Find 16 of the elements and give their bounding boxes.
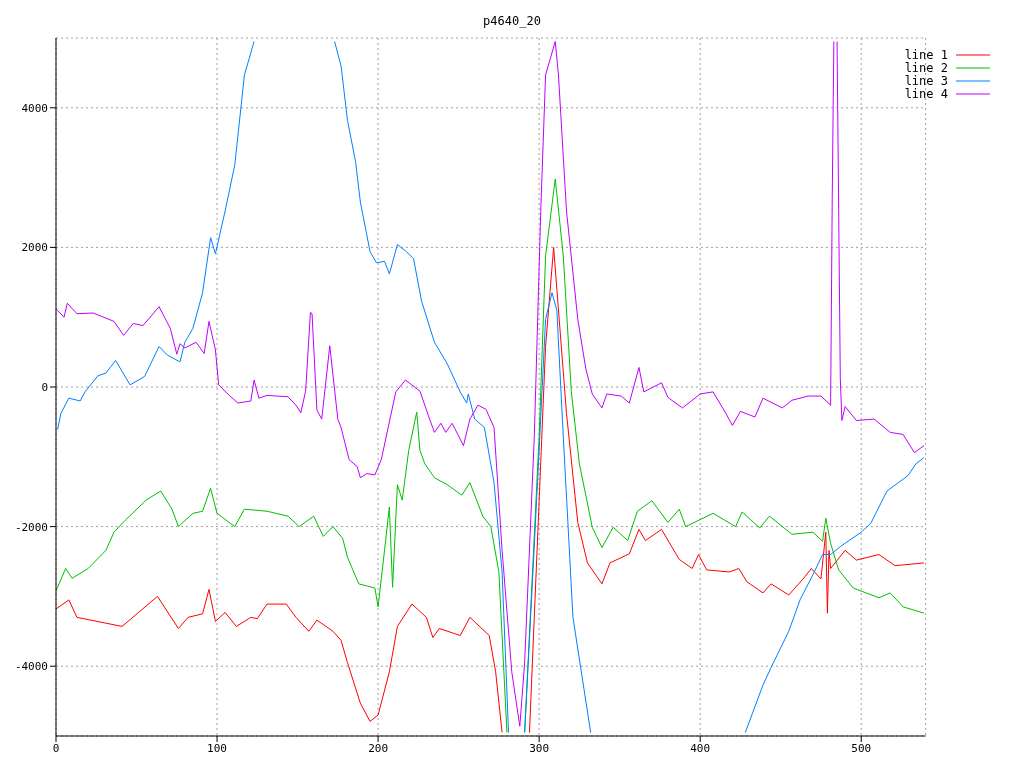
legend-label: line 1 xyxy=(904,47,948,62)
x-tick-label: 100 xyxy=(207,741,227,755)
chart-title: p4640_20 xyxy=(482,14,542,28)
y-tick-label: -2000 xyxy=(14,520,48,534)
y-tick-label: 0 xyxy=(41,380,48,394)
x-tick-label: 200 xyxy=(368,741,389,755)
x-tick-label: 300 xyxy=(529,741,550,755)
y-tick-label: 2000 xyxy=(21,241,48,255)
x-tick-label: 0 xyxy=(52,741,60,755)
x-tick-label: 500 xyxy=(851,741,872,755)
y-tick-label: 4000 xyxy=(21,101,48,115)
legend-label: line 3 xyxy=(904,73,948,88)
y-tick-label: -4000 xyxy=(14,660,48,674)
legend-label: line 2 xyxy=(904,60,948,75)
legend-label: line 4 xyxy=(904,86,948,101)
x-tick-label: 400 xyxy=(690,741,711,755)
